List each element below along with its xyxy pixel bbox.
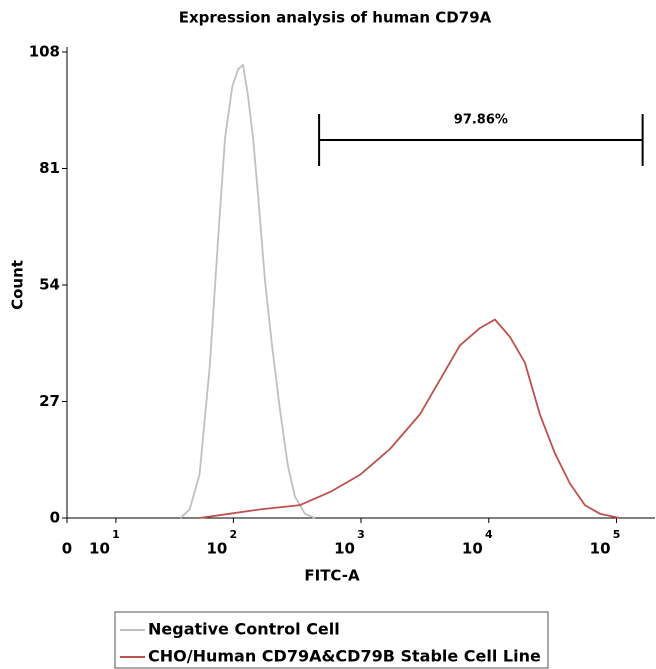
x-axis-label: FITC-A (304, 567, 360, 585)
x-tick-label: 10 (206, 540, 227, 558)
x-tick-label: 10 (590, 540, 611, 558)
legend-box (114, 611, 549, 669)
x-tick-exponent: 3 (357, 528, 365, 541)
chart-title: Expression analysis of human CD79A (179, 9, 492, 27)
y-tick-label: 81 (39, 159, 60, 177)
x-tick-label: 0 (62, 540, 72, 558)
x-tick-label: 10 (462, 540, 483, 558)
legend-label: CHO/Human CD79A&CD79B Stable Cell Line (148, 647, 541, 666)
series-line (179, 64, 316, 519)
x-tick-label: 10 (334, 540, 355, 558)
x-tick-exponent: 1 (112, 528, 120, 541)
legend-label: Negative Control Cell (148, 620, 340, 639)
gate-label: 97.86% (454, 113, 508, 128)
y-tick-label: 0 (50, 509, 60, 527)
x-tick-exponent: 5 (613, 528, 621, 541)
y-axis-label: Count (9, 260, 27, 310)
series-line (199, 318, 620, 519)
y-tick-label: 54 (39, 276, 60, 294)
y-tick-label: 27 (39, 392, 60, 410)
y-tick-label: 108 (29, 43, 60, 61)
x-tick-exponent: 2 (230, 528, 238, 541)
x-tick-label: 10 (89, 540, 110, 558)
x-tick-exponent: 4 (485, 528, 493, 541)
